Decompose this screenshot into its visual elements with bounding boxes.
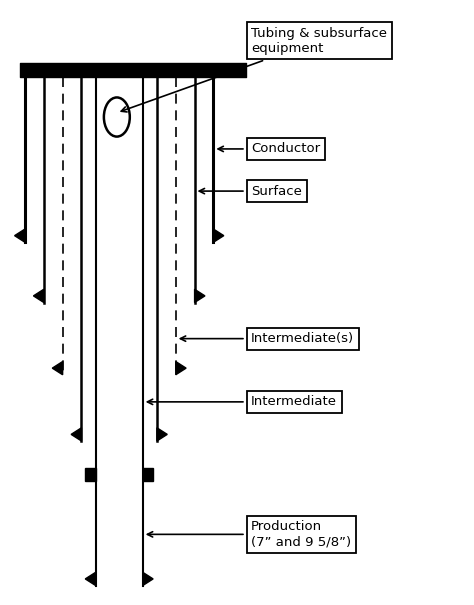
Bar <box>143 468 153 481</box>
Polygon shape <box>52 362 63 374</box>
Polygon shape <box>34 289 44 302</box>
Bar <box>85 468 96 481</box>
Polygon shape <box>85 572 96 586</box>
Polygon shape <box>143 572 153 586</box>
Text: Surface: Surface <box>199 185 302 198</box>
Polygon shape <box>71 428 82 441</box>
Text: Intermediate(s): Intermediate(s) <box>181 332 354 345</box>
Text: Conductor: Conductor <box>218 142 320 155</box>
Text: Intermediate: Intermediate <box>147 395 337 408</box>
Text: Tubing & subsurface
equipment: Tubing & subsurface equipment <box>121 27 387 112</box>
Polygon shape <box>157 428 167 441</box>
Polygon shape <box>176 362 186 374</box>
Polygon shape <box>15 229 25 242</box>
Text: Production
(7” and 9 5/8”): Production (7” and 9 5/8”) <box>147 520 351 548</box>
Polygon shape <box>213 229 224 242</box>
Polygon shape <box>195 289 205 302</box>
